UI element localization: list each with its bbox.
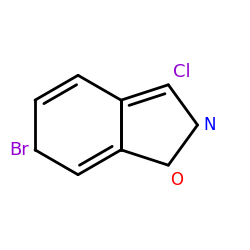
Text: N: N xyxy=(203,116,217,134)
Text: Br: Br xyxy=(7,141,29,159)
Text: Br: Br xyxy=(10,141,29,159)
Text: O: O xyxy=(170,171,183,189)
Text: Cl: Cl xyxy=(173,64,192,82)
Text: N: N xyxy=(203,116,216,134)
Text: Cl: Cl xyxy=(173,64,190,82)
Text: O: O xyxy=(170,171,185,189)
